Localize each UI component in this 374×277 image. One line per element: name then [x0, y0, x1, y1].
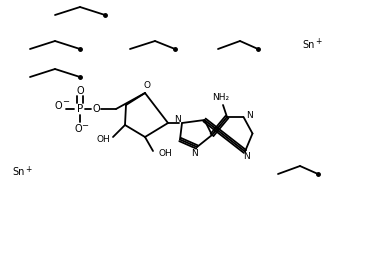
Text: −: −: [82, 122, 89, 130]
Text: O: O: [54, 101, 62, 111]
Text: N: N: [191, 148, 198, 158]
Text: OH: OH: [96, 135, 110, 145]
Text: Sn: Sn: [12, 167, 24, 177]
Text: NH₂: NH₂: [212, 93, 230, 101]
Text: N: N: [175, 114, 181, 124]
Text: −: −: [62, 98, 70, 106]
Text: N: N: [246, 111, 253, 119]
Text: N: N: [243, 152, 250, 161]
Text: O: O: [144, 81, 150, 91]
Text: +: +: [25, 165, 31, 173]
Text: O: O: [76, 86, 84, 96]
Text: Sn: Sn: [302, 40, 315, 50]
Text: OH: OH: [158, 148, 172, 158]
Text: O: O: [92, 104, 100, 114]
Text: P: P: [77, 104, 83, 114]
Text: +: +: [315, 37, 321, 47]
Text: O: O: [74, 124, 82, 134]
